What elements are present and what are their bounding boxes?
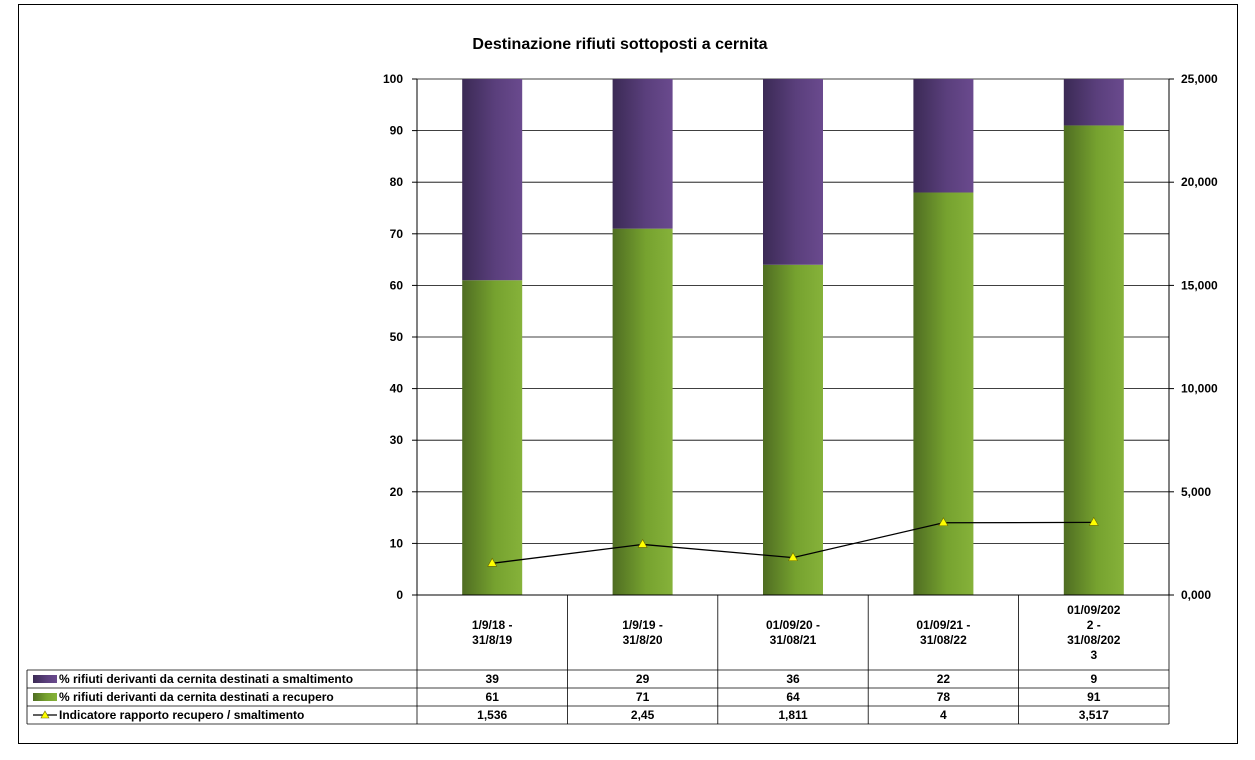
data-label: 61 xyxy=(486,690,500,704)
data-label: 1,811 xyxy=(778,708,808,722)
indicator-point xyxy=(487,557,498,567)
y2-tick-label: 5,000 xyxy=(1181,485,1211,499)
category-label: 1/9/19 -31/8/20 xyxy=(622,618,663,647)
chart-frame: Destinazione rifiuti sottoposti a cernit… xyxy=(18,4,1238,744)
data-label: 71 xyxy=(636,690,650,704)
data-label: 2,45 xyxy=(631,708,655,722)
category-label-line: 31/08/21 xyxy=(770,633,817,647)
category-label-line: 31/8/20 xyxy=(623,633,663,647)
data-label: 9 xyxy=(1090,672,1097,686)
y-tick-label: 60 xyxy=(390,278,404,292)
y-tick-label: 70 xyxy=(390,227,404,241)
legend-label: % rifiuti derivanti da cernita destinati… xyxy=(59,672,353,686)
category-label-line: 1/9/18 - xyxy=(472,618,513,632)
data-label: 39 xyxy=(486,672,500,686)
category-label-line: 01/09/20 - xyxy=(766,618,820,632)
legend-key-marker xyxy=(40,710,50,719)
y-tick-label: 80 xyxy=(390,175,404,189)
bar-recupero xyxy=(612,228,673,595)
bar-smaltimento xyxy=(612,79,673,229)
category-label: 01/09/21 -31/08/22 xyxy=(916,618,970,647)
y2-tick-label: 20,000 xyxy=(1181,175,1218,189)
legend-label: % rifiuti derivanti da cernita destinati… xyxy=(59,690,334,704)
data-label: 64 xyxy=(786,690,800,704)
data-label: 91 xyxy=(1087,690,1101,704)
category-label-line: 31/08/202 xyxy=(1067,633,1121,647)
legend-key-smaltimento xyxy=(33,675,57,683)
indicator-point xyxy=(938,517,949,527)
data-label: 1,536 xyxy=(477,708,507,722)
category-label-line: 3 xyxy=(1090,648,1097,662)
bar-smaltimento xyxy=(462,79,523,281)
data-label: 3,517 xyxy=(1079,708,1109,722)
y2-tick-label: 0,000 xyxy=(1181,588,1211,602)
data-label: 36 xyxy=(786,672,800,686)
y-tick-label: 100 xyxy=(383,72,403,86)
category-label: 01/09/20 -31/08/21 xyxy=(766,618,820,647)
legend-label: Indicatore rapporto recupero / smaltimen… xyxy=(59,708,304,722)
category-label-line: 01/09/21 - xyxy=(916,618,970,632)
bar-smaltimento xyxy=(763,79,823,265)
y-tick-label: 10 xyxy=(390,536,404,550)
bar-recupero xyxy=(462,280,523,595)
bar-smaltimento xyxy=(913,79,974,193)
y2-tick-label: 25,000 xyxy=(1181,72,1218,86)
bar-smaltimento xyxy=(1063,79,1124,126)
chart-title: Destinazione rifiuti sottoposti a cernit… xyxy=(472,36,767,53)
bar-recupero xyxy=(763,264,823,595)
category-label-line: 31/08/22 xyxy=(920,633,967,647)
bar-recupero xyxy=(913,192,974,595)
y-tick-label: 40 xyxy=(390,382,404,396)
category-label: 01/09/202 2 -31/08/202 3 xyxy=(1067,603,1121,662)
y-tick-label: 30 xyxy=(390,433,404,447)
indicator-point xyxy=(1088,516,1099,526)
y-tick-label: 90 xyxy=(390,124,404,138)
indicator-point xyxy=(787,552,799,561)
category-label-line: 1/9/19 - xyxy=(622,618,663,632)
bar-recupero xyxy=(1063,125,1124,595)
indicator-point xyxy=(637,538,648,548)
data-label: 78 xyxy=(937,690,951,704)
legend-key-recupero xyxy=(33,693,57,701)
category-label: 1/9/18 -31/8/19 xyxy=(472,618,513,647)
y2-tick-label: 10,000 xyxy=(1181,382,1218,396)
data-label: 22 xyxy=(937,672,951,686)
y-tick-label: 20 xyxy=(390,485,404,499)
data-label: 4 xyxy=(940,708,947,722)
y2-tick-label: 15,000 xyxy=(1181,278,1218,292)
y-tick-label: 0 xyxy=(396,588,403,602)
chart-svg: Destinazione rifiuti sottoposti a cernit… xyxy=(26,36,1218,725)
category-label-line: 01/09/202 xyxy=(1067,603,1121,617)
y-tick-label: 50 xyxy=(390,330,404,344)
category-label-line: 31/8/19 xyxy=(472,633,512,647)
data-label: 29 xyxy=(636,672,650,686)
category-label-line: 2 - xyxy=(1087,618,1101,632)
